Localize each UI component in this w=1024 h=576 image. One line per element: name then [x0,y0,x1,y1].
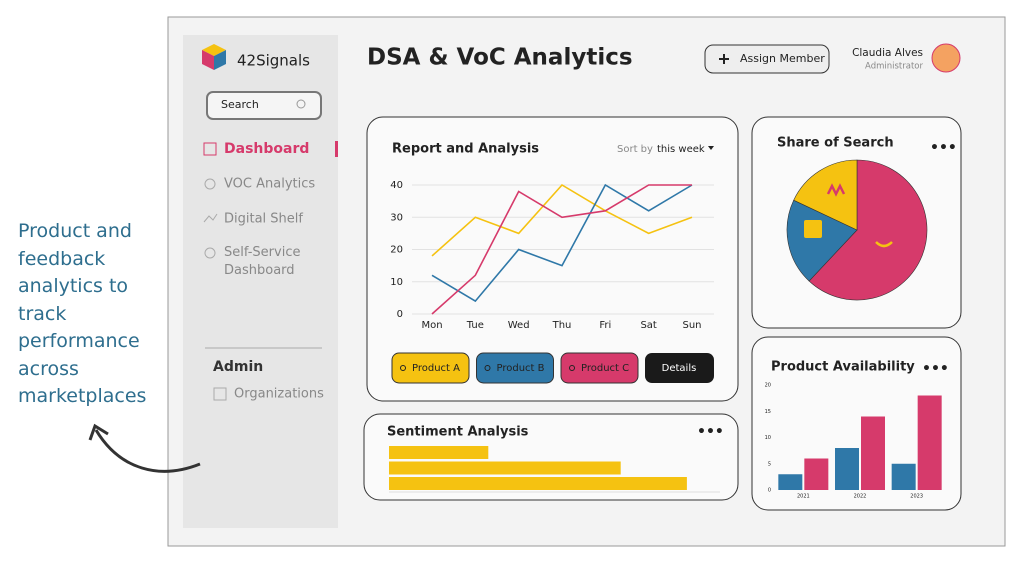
button-label: Assign Member [740,52,825,65]
series-line [431,183,693,303]
x-tick-label: 2022 [854,494,867,500]
page-title: DSA & VoC Analytics [367,45,633,71]
x-tick-label: Fri [599,320,611,331]
y-tick-label: 20 [390,245,403,256]
x-tick-label: Sat [640,320,656,331]
y-tick-label: 40 [390,180,403,191]
legend-dot [484,365,491,371]
nav-item[interactable]: Dashboard [224,141,309,157]
legend-dot [569,365,575,371]
user-role: Administrator [865,62,923,72]
bar [835,448,859,490]
bar [891,463,916,490]
y-tick-label: 15 [765,409,771,415]
bar [389,446,489,459]
nav-item[interactable]: Digital Shelf [224,212,303,227]
nav-item[interactable]: Organizations [234,387,324,402]
x-tick-label: 2023 [910,494,923,500]
y-tick-label: 20 [765,383,771,389]
logo [202,44,226,70]
card [366,116,739,402]
nav-item[interactable]: Self-Service Dashboard [224,245,301,278]
card-title: Sentiment Analysis [387,425,529,440]
bar [778,474,803,490]
legend-dot [400,365,406,371]
y-tick-label: 30 [390,212,403,223]
x-tick-label: Mon [421,320,442,331]
series-line [431,184,692,315]
card-title: Report and Analysis [392,142,539,157]
legend-button[interactable] [560,352,639,384]
x-tick-label: 2021 [797,494,810,500]
pie-slice [793,159,858,231]
assign-button[interactable] [704,44,830,74]
marketplace-icon [826,183,846,197]
marketplace-icon [804,220,822,238]
card-title: Product Availability [771,360,915,375]
avatar[interactable] [931,43,961,73]
user-name: Claudia Alves [852,47,923,59]
nav-icon [204,178,216,190]
series-line [431,183,693,257]
search-icon [296,99,306,109]
legend-button[interactable] [476,352,554,384]
legend-label: Product B [497,363,545,374]
bar [804,458,829,490]
x-tick-label: Sun [682,320,701,331]
legend-label: Product C [581,363,629,374]
details-button[interactable] [645,353,714,383]
nav-icon [213,387,227,401]
legend-button[interactable] [391,352,470,384]
y-tick-label: 10 [390,277,403,288]
search-box[interactable] [206,91,322,120]
nav-icon [204,247,216,259]
bar [389,461,621,475]
pie-slice [786,199,858,282]
y-tick-label: 5 [768,461,771,467]
brand: 42Signals [237,52,310,70]
menu-dots[interactable]: ••• [922,361,949,377]
x-tick-label: Thu [552,320,572,331]
dropdown-icon [708,146,714,150]
nav-icon [203,213,218,223]
x-tick-label: Tue [466,320,484,331]
bar [917,395,942,490]
sort-label: Sort by [617,144,653,155]
y-tick-label: 10 [765,435,771,441]
caption: Product and feedback analytics to track … [18,220,147,407]
y-tick-label: 0 [768,488,771,494]
plus-icon [719,54,729,64]
nav-icon [203,142,217,156]
legend-label: Product A [412,363,460,374]
section-title: Admin [213,359,263,375]
x-tick-label: Wed [508,320,530,331]
bar [861,416,885,490]
pie-slice [808,159,928,301]
active-indicator [335,141,338,157]
bar [389,477,687,490]
nav-item[interactable]: VOC Analytics [224,177,315,192]
y-tick-label: 0 [397,309,403,320]
card-title: Share of Search [777,136,894,151]
menu-dots[interactable]: ••• [697,424,724,440]
sort-value[interactable]: this week [657,144,705,155]
menu-dots[interactable]: ••• [930,140,957,156]
search-placeholder: Search [221,98,259,111]
marketplace-icon [875,241,893,248]
details-label: Details [662,363,697,374]
